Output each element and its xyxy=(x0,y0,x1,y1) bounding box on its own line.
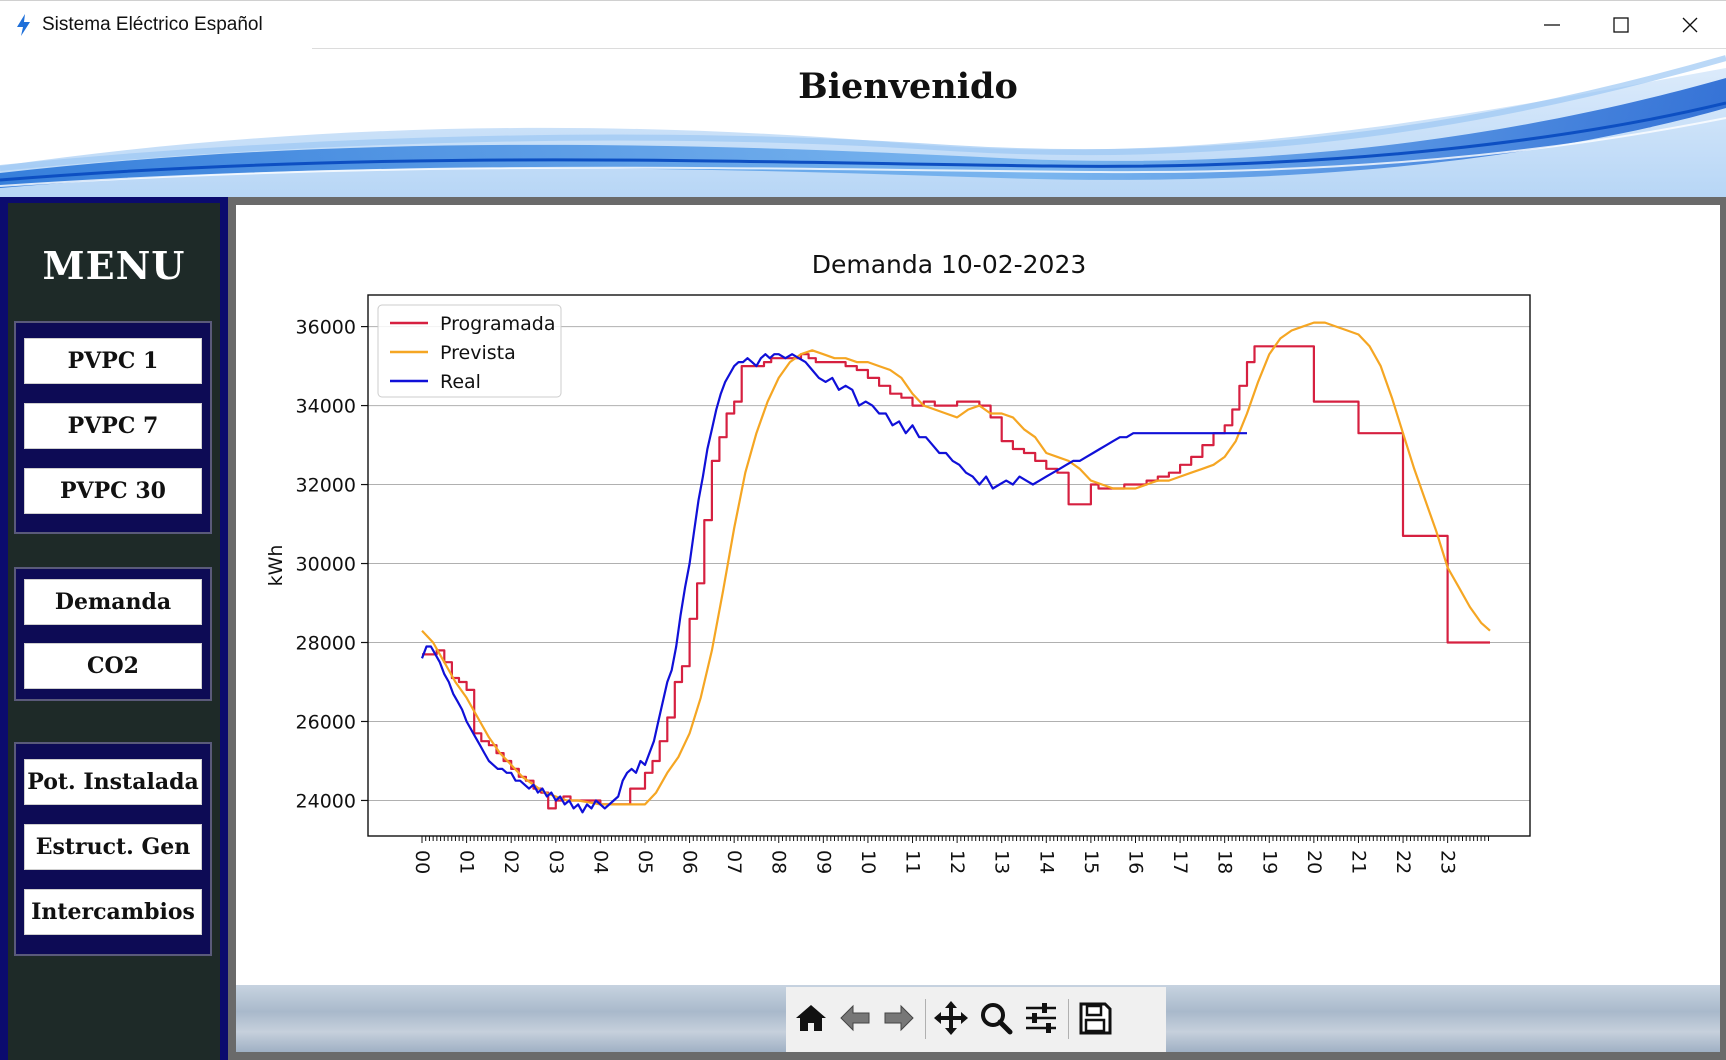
welcome-title: Bienvenido xyxy=(798,66,1018,107)
home-icon[interactable] xyxy=(790,997,832,1039)
y-tick-label: 28000 xyxy=(296,633,356,655)
forward-arrow-icon[interactable] xyxy=(878,997,920,1039)
demanda-button[interactable]: Demanda xyxy=(24,579,202,625)
y-tick-label: 34000 xyxy=(296,396,356,418)
series-line-programada xyxy=(422,345,1490,810)
x-tick-label: 03 xyxy=(545,850,567,874)
y-tick-label: 36000 xyxy=(296,317,356,339)
toolbar-separator xyxy=(1068,999,1069,1039)
y-tick-label: 32000 xyxy=(296,475,356,497)
header-banner: Bienvenido xyxy=(0,48,1726,198)
x-tick-label: 13 xyxy=(991,850,1013,874)
maximize-icon xyxy=(1613,17,1629,33)
maximize-button[interactable] xyxy=(1586,1,1656,49)
x-tick-label: 14 xyxy=(1035,850,1057,874)
x-tick-label: 11 xyxy=(902,850,924,874)
close-icon xyxy=(1682,17,1698,33)
demand-button-group: Demanda CO2 xyxy=(14,567,212,701)
x-tick-label: 06 xyxy=(679,850,701,874)
intercambios-button[interactable]: Intercambios xyxy=(24,889,202,935)
sidebar: MENU PVPC 1 PVPC 7 PVPC 30 Demanda CO2 P… xyxy=(8,203,220,1060)
x-tick-label: 18 xyxy=(1214,850,1236,874)
x-tick-label: 09 xyxy=(812,850,834,874)
y-tick-label: 26000 xyxy=(296,711,356,733)
estruct-gen-button[interactable]: Estruct. Gen xyxy=(24,824,202,870)
x-tick-label: 01 xyxy=(456,850,478,874)
pvpc-7-button[interactable]: PVPC 7 xyxy=(24,403,202,449)
close-button[interactable] xyxy=(1655,1,1725,49)
x-tick-label: 00 xyxy=(411,850,433,874)
x-tick-label: 04 xyxy=(589,850,611,874)
x-tick-label: 05 xyxy=(634,850,656,874)
main-panel: Demanda 10-02-2023 24000 26000 28000 30000 32… xyxy=(228,197,1726,1060)
x-tick-label: 16 xyxy=(1124,850,1146,874)
minimize-button[interactable] xyxy=(1517,1,1587,49)
pvpc-30-button[interactable]: PVPC 30 xyxy=(24,468,202,514)
y-axis-label: kWh xyxy=(265,545,287,587)
x-tick-label: 07 xyxy=(723,850,745,874)
y-tick-label: 30000 xyxy=(296,554,356,576)
x-tick-label: 17 xyxy=(1169,850,1191,874)
zoom-icon[interactable] xyxy=(975,997,1017,1039)
pvpc-button-group: PVPC 1 PVPC 7 PVPC 30 xyxy=(14,321,212,534)
demand-chart: Demanda 10-02-2023 24000 26000 28000 30000 32… xyxy=(265,250,1531,874)
generation-button-group: Pot. Instalada Estruct. Gen Intercambios xyxy=(14,742,212,956)
configure-subplots-icon[interactable] xyxy=(1020,997,1062,1039)
legend-box xyxy=(377,304,562,398)
back-arrow-icon[interactable] xyxy=(834,997,876,1039)
legend-label: Real xyxy=(440,371,481,393)
x-tick-label: 22 xyxy=(1392,850,1414,874)
x-tick-label: 15 xyxy=(1080,850,1102,874)
toolbar-separator xyxy=(925,999,926,1039)
menu-title: MENU xyxy=(42,243,186,288)
x-tick-label: 21 xyxy=(1347,850,1369,874)
x-tick-label: 19 xyxy=(1258,850,1280,874)
pvpc-1-button[interactable]: PVPC 1 xyxy=(24,338,202,384)
save-icon[interactable] xyxy=(1074,997,1116,1039)
sidebar-frame: MENU PVPC 1 PVPC 7 PVPC 30 Demanda CO2 P… xyxy=(0,197,228,1060)
pot-instalada-button[interactable]: Pot. Instalada xyxy=(24,759,202,805)
x-tick-label: 02 xyxy=(500,850,522,874)
pan-icon[interactable] xyxy=(930,997,972,1039)
x-tick-label: 20 xyxy=(1303,850,1325,874)
window-titlebar: Sistema Eléctrico Español xyxy=(0,0,1726,49)
wave-background xyxy=(0,48,1726,198)
window-title: Sistema Eléctrico Español xyxy=(42,14,263,35)
co2-button[interactable]: CO2 xyxy=(24,643,202,689)
x-tick-label: 08 xyxy=(768,850,790,874)
lightning-icon xyxy=(17,14,30,36)
legend-label: Programada xyxy=(440,313,556,335)
series-line-real xyxy=(420,353,1247,814)
minimize-icon xyxy=(1544,24,1560,26)
x-tick-label: 12 xyxy=(946,850,968,874)
chart-title: Demanda 10-02-2023 xyxy=(812,250,1087,279)
navigation-toolbar xyxy=(786,987,1166,1052)
x-tick-label: 10 xyxy=(857,850,879,874)
y-tick-label: 24000 xyxy=(296,790,356,812)
x-tick-label: 23 xyxy=(1437,850,1459,874)
plot-canvas[interactable]: Demanda 10-02-2023 24000 26000 28000 30000 32… xyxy=(236,205,1720,985)
axes-frame xyxy=(367,294,1531,837)
legend-label: Prevista xyxy=(440,342,516,364)
